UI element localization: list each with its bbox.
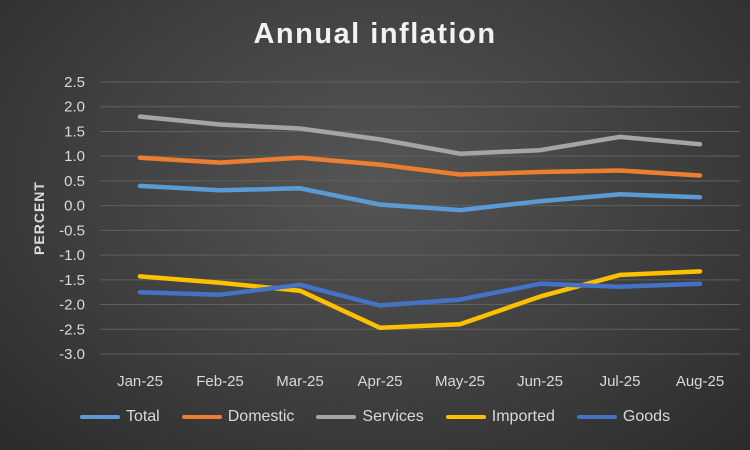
- y-tick-label: -0.5: [59, 222, 85, 239]
- legend-item-imported: Imported: [445, 408, 555, 426]
- legend-label: Imported: [491, 408, 555, 425]
- legend-swatch: [181, 415, 222, 419]
- legend-label: Domestic: [227, 408, 295, 425]
- x-tick-label: Mar-25: [276, 373, 324, 390]
- x-tick-label: May-25: [435, 373, 485, 390]
- x-tick-label: Apr-25: [357, 373, 402, 390]
- legend-item-goods: Goods: [576, 408, 671, 426]
- y-tick-label: 0.5: [64, 173, 85, 190]
- x-tick-label: Jan-25: [117, 373, 163, 390]
- y-tick-label: 1.0: [64, 148, 85, 165]
- legend: Total Domestic Services Imported Goods: [0, 408, 750, 426]
- x-tick-label: Feb-25: [196, 373, 244, 390]
- legend-swatch: [576, 415, 617, 419]
- legend-swatch: [79, 415, 120, 419]
- y-tick-label: -3.0: [59, 346, 85, 363]
- y-tick-label: 2.0: [64, 99, 85, 116]
- chart-title: Annual inflation: [253, 18, 497, 50]
- y-tick-label: 2.5: [64, 74, 85, 91]
- legend-item-services: Services: [316, 408, 424, 426]
- y-tick-label: 0.0: [64, 198, 85, 215]
- legend-swatch: [316, 415, 357, 419]
- series-line-domestic: [137, 155, 703, 178]
- y-tick-label: -1.5: [59, 272, 85, 289]
- x-tick-label: Aug-25: [676, 373, 724, 390]
- series-line-services: [137, 114, 703, 156]
- y-tick-label: 1.5: [64, 123, 85, 140]
- series-line-total: [137, 183, 703, 213]
- plot-area: 2.5 2.0 1.5 1.0 0.5 0.0 -0.5 -1.0 -1.5 -2.0 -2.5 -3…: [31, 74, 740, 390]
- legend-item-domestic: Domestic: [181, 408, 295, 426]
- legend-label: Services: [362, 408, 424, 425]
- y-tick-label: -2.5: [59, 321, 85, 338]
- x-tick-label: Jul-25: [600, 373, 641, 390]
- y-axis-title: PERCENT: [31, 181, 47, 255]
- y-tick-label: -2.0: [59, 297, 85, 314]
- legend-label: Goods: [622, 408, 671, 425]
- legend-item-total: Total: [79, 408, 160, 426]
- series-line-goods: [137, 281, 703, 308]
- x-tick-label: Jun-25: [517, 373, 563, 390]
- legend-label: Total: [125, 408, 160, 425]
- y-tick-label: -1.0: [59, 247, 85, 264]
- series-line-imported: [137, 269, 703, 331]
- legend-swatch: [445, 415, 486, 419]
